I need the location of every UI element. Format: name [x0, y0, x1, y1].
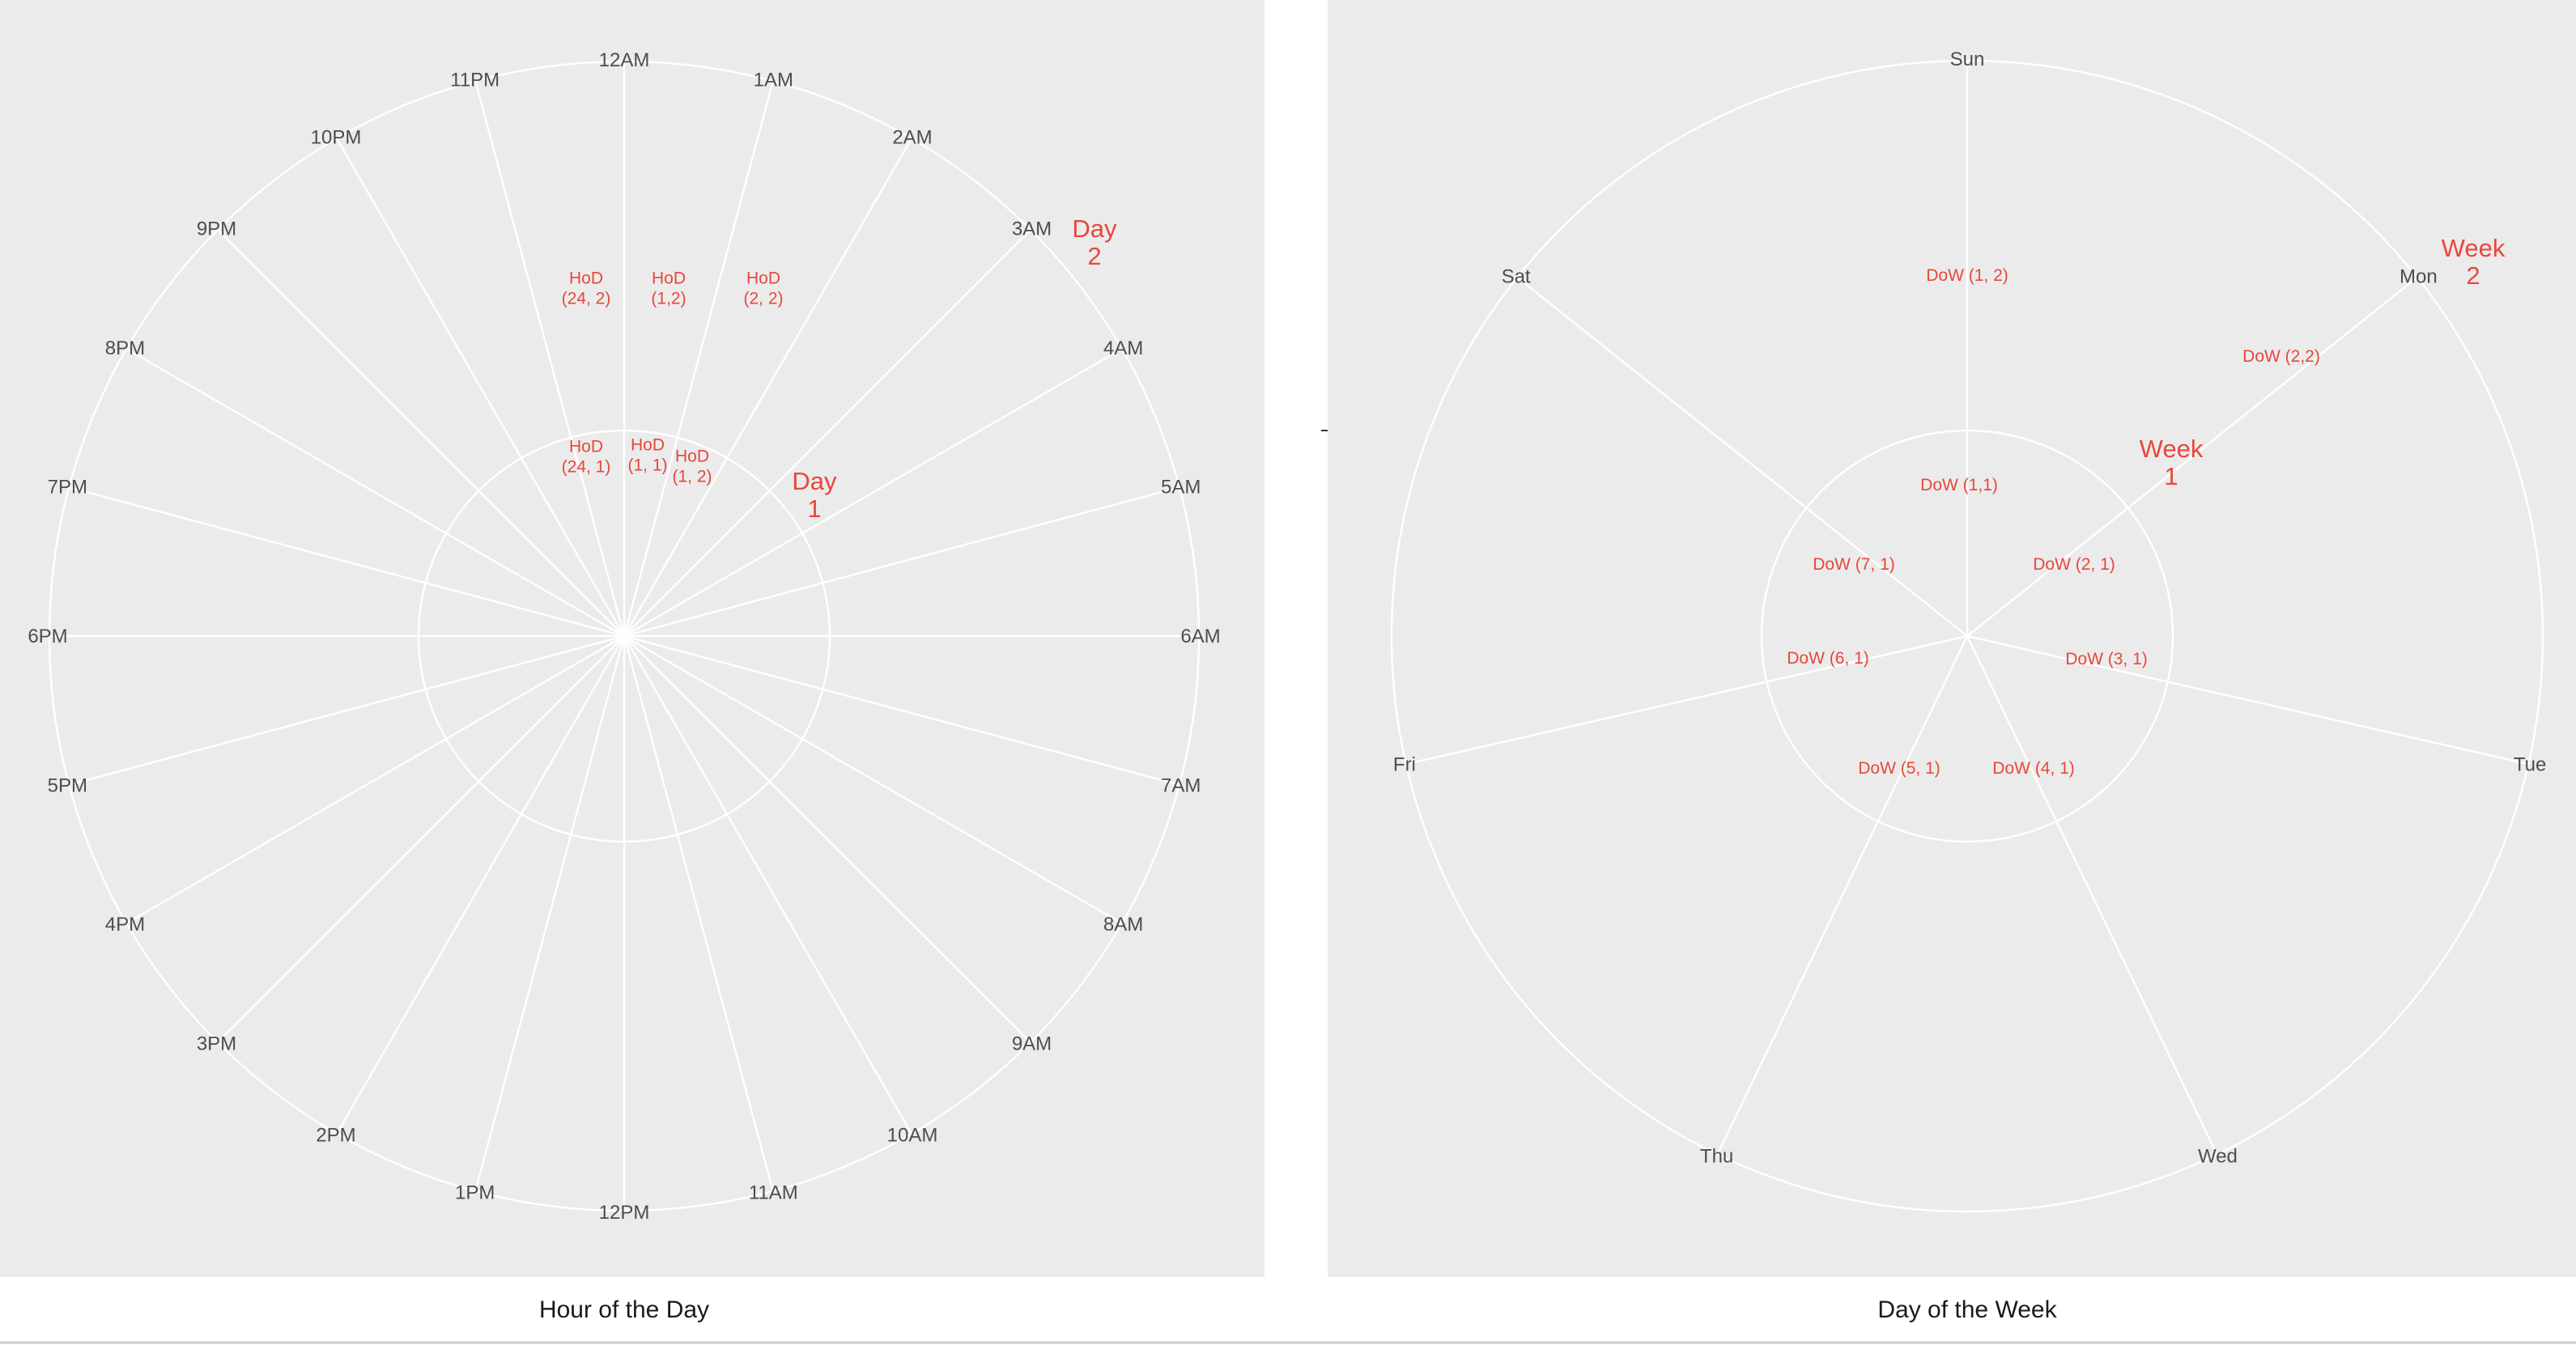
week-spoke-thu	[1716, 635, 1969, 1156]
week-annotation-dow-7-1: DoW (7, 1)	[1813, 555, 1895, 574]
week-tick-fri: Fri	[1393, 754, 1416, 776]
hour-tick-1am: 1AM	[754, 69, 793, 91]
week-spoke-wed	[1966, 635, 2218, 1156]
hour-spoke-7pm	[68, 486, 625, 638]
week-annotation-dow-5-1: DoW (5, 1)	[1858, 759, 1941, 778]
hour-annotation-hod-1-1: HoD (1, 1)	[627, 436, 667, 475]
hour-tick-4pm: 4PM	[105, 914, 145, 936]
hour-spoke-11am	[623, 635, 774, 1192]
hour-spoke-3pm	[217, 635, 625, 1043]
hour-spoke-10pm	[335, 138, 626, 637]
hour-tick-5pm: 5PM	[48, 774, 87, 796]
week-annotation-dow-4-1: DoW (4, 1)	[1992, 759, 2075, 778]
hour-tick-labels: 12AM 1AM 2AM 3AM 4AM 5AM 6AM 7AM 8AM 9AM 10AM 11AM 1…	[28, 49, 1220, 1224]
week-annotation-dow-6-1: DoW (6, 1)	[1787, 649, 1869, 668]
hour-spoke-7am	[623, 634, 1180, 786]
hour-tick-10pm: 10PM	[311, 126, 362, 148]
week-annotation-dow-3-1: DoW (3, 1)	[2065, 650, 2148, 668]
week-tick-tue: Tue	[2514, 754, 2546, 776]
week-annotation-dow-1-1: DoW (1,1)	[1920, 476, 1998, 494]
week-grid	[1390, 59, 2544, 1213]
hour-tick-10am: 10AM	[887, 1125, 938, 1147]
hour-tick-11pm: 11PM	[450, 69, 499, 91]
hour-grid	[48, 60, 1201, 1212]
hour-tick-4am: 4AM	[1103, 337, 1143, 359]
hour-annotation-hod-24-1: HoD (24, 1)	[562, 438, 611, 477]
week-tick-thu: Thu	[1700, 1145, 1733, 1167]
week-tick-sun: Sun	[1950, 49, 1985, 70]
day-of-week-panel: Sun Mon Tue Wed Thu Fri Sat DoW (1, 2) DoW (2,2…	[1321, 0, 2576, 1323]
hour-tick-2pm: 2PM	[316, 1125, 355, 1147]
week-annotations: DoW (1, 2) DoW (2,2) DoW (1,1) DoW (7, 1) Do…	[1787, 234, 2506, 778]
hour-spoke-8am	[623, 634, 1123, 925]
hour-x-axis-label: Hour of the Day	[539, 1296, 709, 1323]
hour-spoke-3am	[623, 229, 1031, 637]
hour-tick-5am: 5AM	[1161, 477, 1201, 499]
hour-of-day-panel: 12AM 1AM 2AM 3AM 4AM 5AM 6AM 7AM 8AM 9AM 10AM 11AM 1…	[0, 0, 1265, 1323]
week-annotation-dow-1-2: DoW (1, 2)	[1926, 266, 2009, 285]
hour-tick-9pm: 9PM	[197, 219, 236, 240]
hour-spoke-1pm	[474, 635, 626, 1192]
hour-annotation-hod-24-2: HoD (24, 2)	[562, 269, 611, 308]
hour-spoke-5pm	[68, 634, 625, 786]
week-annotation-dow-2-1: DoW (2, 1)	[2033, 555, 2115, 574]
week-tick-mon: Mon	[2400, 266, 2438, 288]
week-tick-wed: Wed	[2198, 1145, 2238, 1167]
week-spoke-sat	[1516, 276, 1968, 637]
hour-spoke-2pm	[335, 635, 626, 1135]
week-panel-background	[1328, 0, 2576, 1277]
hour-tick-3am: 3AM	[1012, 219, 1052, 240]
week-annotation-week-1: Week 1	[2140, 435, 2204, 490]
hour-spoke-9am	[623, 635, 1031, 1043]
hour-tick-2am: 2AM	[892, 126, 932, 148]
hour-annotations: HoD (24, 2) HoD (1,2) HoD (2, 2) HoD (24, 1) HoD…	[562, 214, 1117, 523]
week-tick-sat: Sat	[1502, 266, 1531, 288]
hour-tick-1pm: 1PM	[455, 1182, 495, 1204]
week-tick-labels: Sun Mon Tue Wed Thu Fri Sat	[1393, 49, 2546, 1167]
week-spoke-tue	[1966, 634, 2529, 766]
week-annotation-week-2: Week 2	[2442, 234, 2506, 290]
hour-tick-12am: 12AM	[599, 49, 650, 71]
hour-spoke-5am	[623, 486, 1180, 638]
hour-annotation-hod-2-2: HoD (2, 2)	[743, 269, 783, 308]
week-spoke-mon	[1966, 276, 2418, 637]
hour-tick-6pm: 6PM	[28, 626, 67, 647]
hour-tick-8am: 8AM	[1103, 914, 1143, 936]
hour-tick-6am: 6AM	[1180, 626, 1220, 647]
hour-tick-9am: 9AM	[1012, 1033, 1052, 1055]
hour-annotation-hod-1-2: HoD (1,2)	[651, 269, 686, 308]
week-annotation-dow-2-2: DoW (2,2)	[2242, 347, 2320, 366]
hour-spoke-8pm	[125, 347, 625, 638]
hour-spoke-11pm	[474, 80, 626, 637]
hour-tick-12pm: 12PM	[599, 1202, 650, 1224]
hour-spoke-10am	[623, 635, 913, 1135]
hour-annotation-day-2: Day 2	[1072, 214, 1117, 270]
week-x-axis-label: Day of the Week	[1877, 1296, 2057, 1323]
hour-tick-7am: 7AM	[1161, 774, 1201, 796]
hour-tick-3pm: 3PM	[197, 1033, 236, 1055]
hour-annotation-hod-1-2: HoD (1, 2)	[672, 448, 712, 486]
hour-tick-8pm: 8PM	[105, 337, 145, 359]
hour-spoke-1am	[623, 80, 774, 637]
hour-spoke-9pm	[217, 229, 625, 637]
hour-annotation-day-1: Day 1	[792, 467, 837, 523]
hour-spoke-2am	[623, 138, 913, 637]
hour-spoke-4pm	[125, 634, 625, 925]
hour-tick-11am: 11AM	[749, 1182, 798, 1204]
week-spoke-fri	[1405, 634, 1968, 766]
hour-tick-7pm: 7PM	[48, 477, 87, 499]
hour-spoke-4am	[623, 347, 1123, 638]
